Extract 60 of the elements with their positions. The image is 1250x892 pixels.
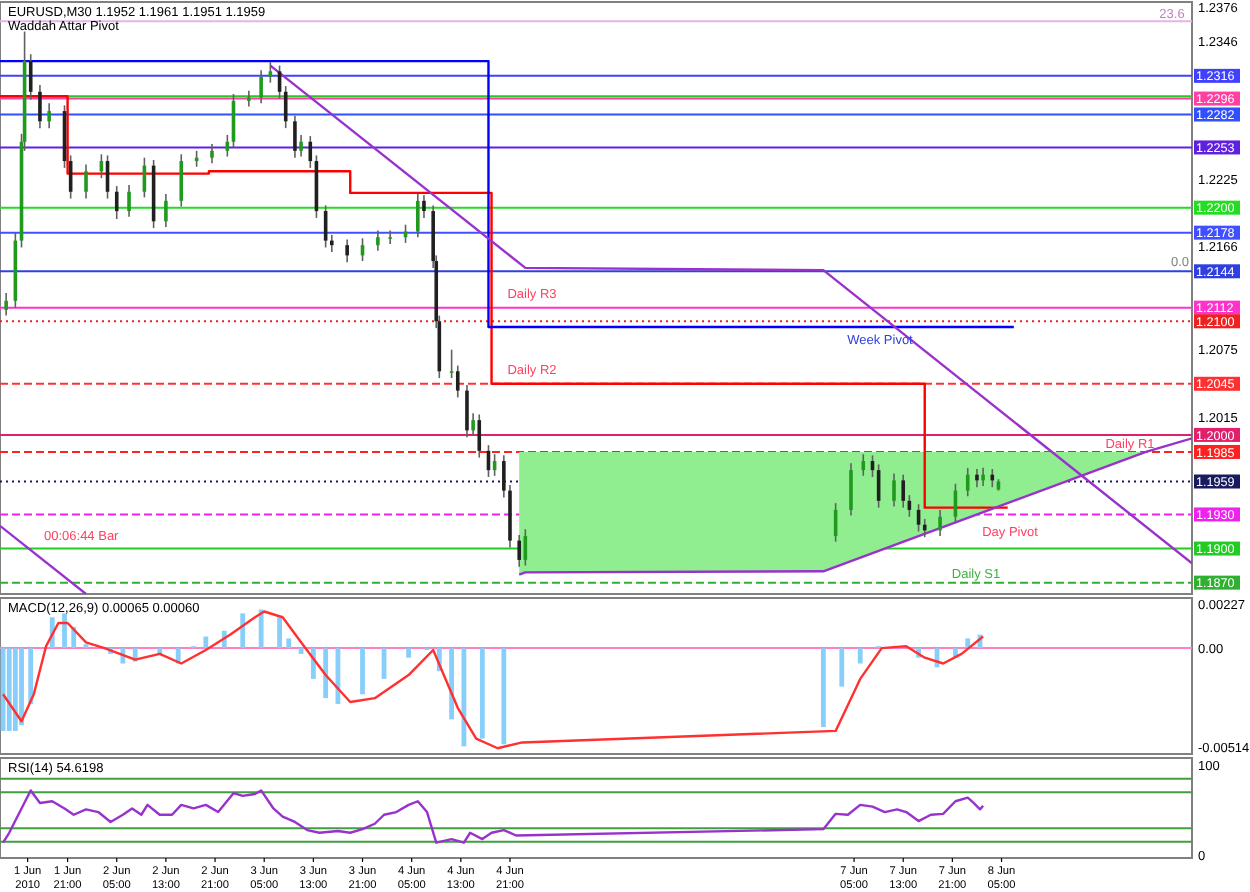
candlestick [465,384,469,438]
candlestick [975,468,979,488]
bar [406,648,411,658]
candlestick [422,194,426,219]
bar [240,613,246,649]
candlestick [28,53,33,101]
candlestick [179,153,184,208]
candlestick [4,292,8,317]
candlestick [965,467,970,498]
candlestick [114,185,119,220]
candlestick [981,467,985,487]
candlestick [247,89,251,108]
candlestick [416,193,420,239]
candlestick [892,472,896,508]
candlestick [477,413,482,459]
candlestick [127,184,131,218]
candlestick [38,84,42,129]
candlestick [471,412,475,437]
bar [203,636,209,649]
bar [360,648,365,695]
candlestick [259,69,263,104]
candlestick [47,102,51,129]
candlestick [388,229,392,245]
bar [19,648,24,726]
candlestick [345,238,349,264]
bar [323,648,329,699]
candlestick [293,114,297,159]
candlestick [938,509,942,537]
candlestick [283,85,288,129]
bar [461,648,467,747]
bar [965,638,971,649]
candlestick [376,229,380,252]
bar [820,648,826,728]
candlestick [861,453,866,477]
bar [857,648,863,664]
bar [12,648,18,731]
candlestick [268,61,273,84]
candlestick [849,462,853,517]
bar [839,648,845,687]
bar [501,648,507,745]
candlestick [517,534,521,568]
candlestick [164,193,168,228]
candlestick [449,348,454,379]
bar [28,648,34,704]
bar [286,638,292,649]
candlestick [329,234,334,253]
bar [6,648,12,731]
candlestick [299,134,303,158]
bar [479,648,485,739]
bar [62,613,67,649]
bar [449,648,455,720]
candlestick [922,518,927,538]
bar [258,609,264,649]
line-series [1,789,985,844]
candlestick [455,364,460,399]
candlestick [84,163,88,200]
candlestick [308,135,313,169]
bar [277,617,282,649]
candlestick [210,143,214,165]
candlestick [901,473,906,509]
